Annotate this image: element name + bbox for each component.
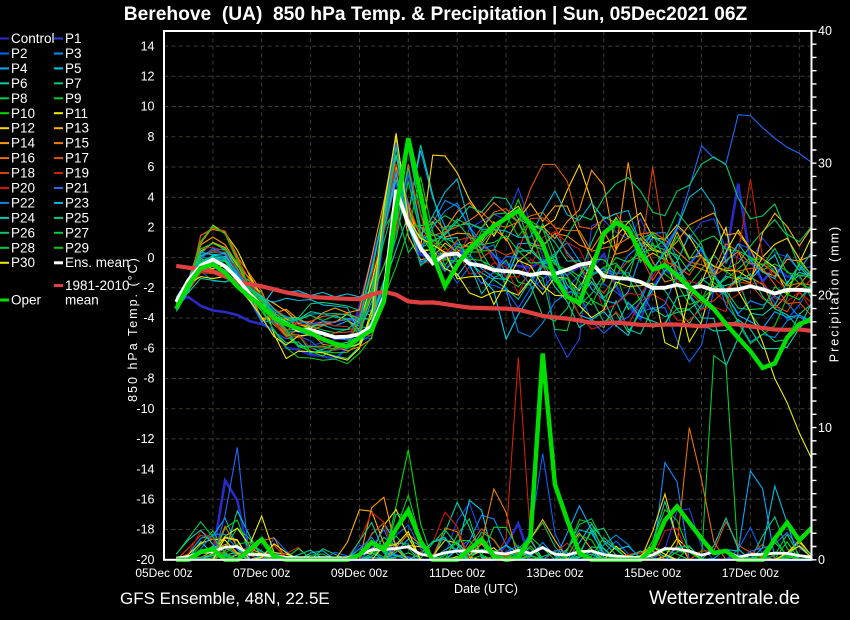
- svg-text:2: 2: [148, 221, 155, 235]
- svg-text:13Dec 00z: 13Dec 00z: [526, 566, 583, 580]
- svg-text:P12: P12: [11, 121, 35, 136]
- svg-text:-14: -14: [136, 462, 154, 476]
- svg-text:P15: P15: [65, 136, 89, 151]
- svg-text:P17: P17: [65, 151, 89, 166]
- svg-text:Wetterzentrale.de: Wetterzentrale.de: [649, 588, 800, 609]
- svg-text:P3: P3: [65, 46, 82, 61]
- svg-text:Oper: Oper: [11, 293, 42, 308]
- svg-text:Date (UTC): Date (UTC): [454, 582, 518, 596]
- svg-text:-18: -18: [136, 523, 154, 537]
- svg-text:6: 6: [148, 160, 155, 174]
- svg-text:P24: P24: [11, 210, 36, 225]
- svg-text:P13: P13: [65, 121, 89, 136]
- svg-text:P19: P19: [65, 166, 89, 181]
- svg-text:-4: -4: [143, 311, 154, 325]
- svg-text:12: 12: [141, 70, 155, 84]
- svg-text:mean: mean: [65, 293, 99, 308]
- svg-text:P23: P23: [65, 195, 89, 210]
- svg-text:P2: P2: [11, 46, 28, 61]
- svg-text:P18: P18: [11, 166, 35, 181]
- svg-text:10: 10: [818, 421, 832, 435]
- svg-text:4: 4: [148, 190, 155, 204]
- svg-text:P25: P25: [65, 210, 89, 225]
- svg-text:P9: P9: [65, 91, 82, 106]
- svg-text:P4: P4: [11, 61, 28, 76]
- svg-text:P21: P21: [65, 181, 89, 196]
- svg-text:GFS Ensemble, 48N, 22.5E: GFS Ensemble, 48N, 22.5E: [120, 589, 330, 608]
- svg-text:Control: Control: [11, 31, 55, 46]
- svg-text:-12: -12: [136, 432, 154, 446]
- svg-text:P30: P30: [11, 255, 35, 270]
- svg-text:-10: -10: [136, 402, 154, 416]
- svg-text:10: 10: [141, 100, 155, 114]
- svg-text:40: 40: [818, 24, 832, 38]
- svg-text:P7: P7: [65, 76, 82, 91]
- svg-text:P10: P10: [11, 106, 35, 121]
- svg-text:07Dec 00z: 07Dec 00z: [233, 566, 290, 580]
- svg-text:0: 0: [818, 553, 825, 567]
- svg-text:P22: P22: [11, 195, 35, 210]
- svg-text:30: 30: [818, 156, 832, 170]
- svg-text:-2: -2: [143, 281, 154, 295]
- svg-text:P11: P11: [65, 106, 88, 121]
- svg-text:-6: -6: [143, 341, 154, 355]
- svg-text:P14: P14: [11, 136, 36, 151]
- svg-text:P8: P8: [11, 91, 28, 106]
- svg-text:-20: -20: [136, 553, 154, 567]
- svg-text:15Dec 00z: 15Dec 00z: [624, 566, 681, 580]
- svg-text:-16: -16: [136, 493, 154, 507]
- svg-text:P27: P27: [65, 225, 89, 240]
- svg-text:Precipitation (mm): Precipitation (mm): [828, 225, 842, 362]
- svg-text:850 hPa Temp. (°C): 850 hPa Temp. (°C): [126, 256, 140, 402]
- svg-text:P26: P26: [11, 225, 35, 240]
- svg-text:17Dec 00z: 17Dec 00z: [722, 566, 779, 580]
- svg-text:0: 0: [148, 251, 155, 265]
- svg-text:-8: -8: [143, 372, 154, 386]
- svg-text:Berehove (UA) 850 hPa Temp.: Berehove (UA) 850 hPa Temp. & Precipitat…: [124, 4, 748, 25]
- svg-text:P29: P29: [65, 240, 89, 255]
- svg-text:P28: P28: [11, 240, 35, 255]
- svg-text:1981-2010: 1981-2010: [65, 278, 130, 293]
- svg-text:Ens. mean: Ens. mean: [65, 255, 130, 270]
- svg-text:P16: P16: [11, 151, 35, 166]
- svg-text:P1: P1: [65, 31, 82, 46]
- svg-text:20: 20: [818, 289, 832, 303]
- svg-text:05Dec 00z: 05Dec 00z: [135, 566, 192, 580]
- svg-text:14: 14: [141, 39, 155, 53]
- svg-text:11Dec 00z: 11Dec 00z: [429, 566, 485, 580]
- svg-text:P5: P5: [65, 61, 82, 76]
- svg-text:P20: P20: [11, 181, 35, 196]
- svg-text:8: 8: [148, 130, 155, 144]
- svg-text:P6: P6: [11, 76, 28, 91]
- svg-text:09Dec 00z: 09Dec 00z: [331, 566, 388, 580]
